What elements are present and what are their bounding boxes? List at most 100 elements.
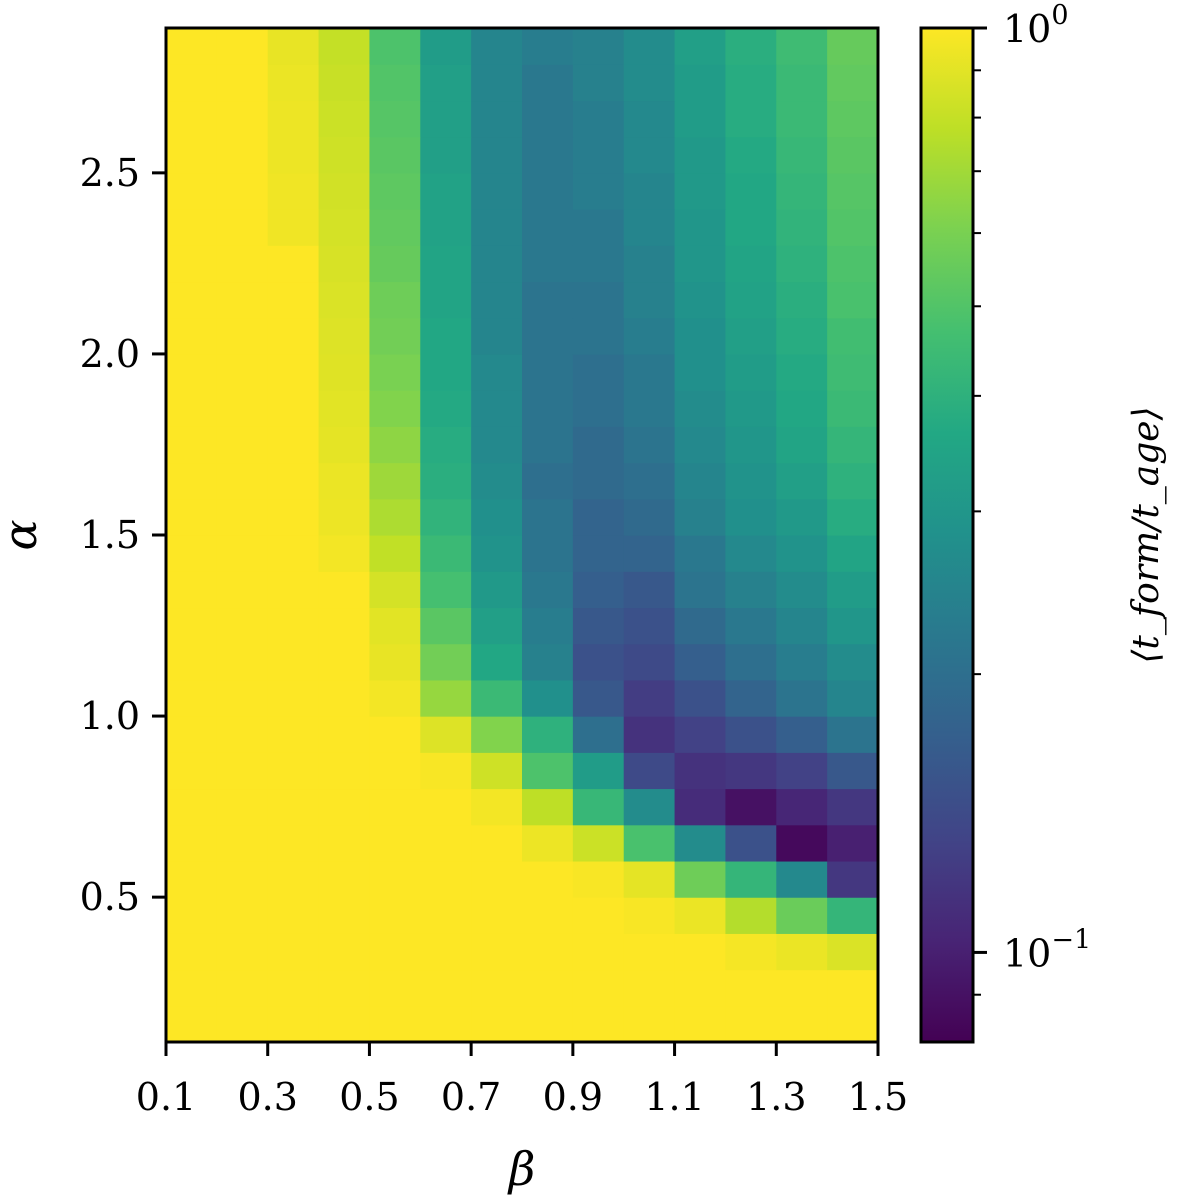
heatmap-cell [369, 498, 421, 536]
heatmap-cell [318, 462, 371, 500]
heatmap-cell [623, 281, 676, 319]
heatmap-cell [369, 462, 421, 500]
heatmap-cell [471, 462, 523, 500]
heatmap-cell [471, 752, 523, 790]
heatmap-cell [267, 281, 320, 319]
heatmap-cell [776, 136, 828, 174]
heatmap-cell [572, 64, 625, 102]
heatmap-cell [623, 535, 676, 572]
y-tick-label: 2.5 [80, 151, 140, 195]
heatmap-cell [572, 969, 625, 1007]
heatmap-cell [674, 788, 727, 826]
heatmap-cell [827, 679, 879, 717]
heatmap-cell [572, 136, 625, 174]
heatmap-cell [725, 426, 777, 464]
x-axis-title: β [507, 1142, 536, 1196]
heatmap-cell [471, 245, 523, 283]
x-tick-label: 0.7 [441, 1075, 501, 1119]
heatmap-cell [420, 390, 472, 427]
x-tick-label: 0.3 [237, 1075, 297, 1119]
heatmap-cell [623, 788, 676, 826]
heatmap-cell [623, 136, 676, 174]
heatmap-cell [522, 498, 574, 536]
heatmap-cell [216, 860, 269, 898]
heatmap-cell [166, 643, 218, 681]
heatmap-cell [725, 64, 777, 102]
heatmap-cell [471, 1005, 523, 1043]
heatmap-cell [420, 100, 472, 138]
heatmap-cell [166, 860, 218, 898]
heatmap-cell [725, 1005, 777, 1043]
heatmap-cell [267, 933, 320, 971]
heatmap-cell [166, 607, 218, 645]
heatmap-cell [471, 643, 523, 681]
heatmap-cell [369, 390, 421, 427]
heatmap-cell [725, 535, 777, 572]
heatmap-cell [522, 390, 574, 427]
heatmap-cell [572, 245, 625, 283]
heatmap-cell [827, 353, 879, 391]
heatmap-cell [776, 498, 828, 536]
heatmap-cell [572, 390, 625, 427]
heatmap-cell [776, 245, 828, 283]
heatmap-cell [267, 317, 320, 355]
heatmap-cell [776, 969, 828, 1007]
heatmap-cell [572, 317, 625, 355]
heatmap-cell [318, 535, 371, 572]
heatmap-cell [725, 679, 777, 717]
heatmap-cell [267, 353, 320, 391]
heatmap-cell [572, 788, 625, 826]
heatmap-cell [572, 571, 625, 609]
heatmap-cell [216, 136, 269, 174]
heatmap-cell [318, 933, 371, 971]
heatmap-cell [318, 172, 371, 210]
heatmap-cell [623, 390, 676, 427]
heatmap-cell [623, 100, 676, 138]
heatmap-cell [522, 897, 574, 934]
heatmap-cell [827, 716, 879, 753]
heatmap-cell [725, 860, 777, 898]
heatmap-cell [318, 209, 371, 246]
heatmap-cell [216, 172, 269, 210]
heatmap-cell [623, 933, 676, 971]
heatmap-cell [522, 426, 574, 464]
heatmap-cell [572, 1005, 625, 1043]
heatmap-cell [471, 209, 523, 246]
heatmap-cell [776, 716, 828, 753]
heatmap-cell [166, 969, 218, 1007]
heatmap-cell [827, 426, 879, 464]
heatmap-cell [369, 679, 421, 717]
heatmap-cell [522, 1005, 574, 1043]
heatmap-cell [522, 317, 574, 355]
heatmap-cell [267, 679, 320, 717]
heatmap-cell [725, 969, 777, 1007]
heatmap-cell [216, 535, 269, 572]
heatmap-cell [522, 788, 574, 826]
colorbar [919, 26, 975, 1044]
heatmap-cell [369, 643, 421, 681]
heatmap-cell [369, 172, 421, 210]
heatmap-cell [318, 788, 371, 826]
heatmap-cell [318, 824, 371, 862]
heatmap-cell [471, 64, 523, 102]
heatmap-cell [471, 136, 523, 174]
heatmap-cell [318, 353, 371, 391]
heatmap-cell [471, 390, 523, 427]
heatmap-cell [166, 788, 218, 826]
heatmap-cell [776, 426, 828, 464]
heatmap-cell [166, 172, 218, 210]
heatmap-cell [216, 317, 269, 355]
heatmap-cell [166, 245, 218, 283]
heatmap-cell [725, 607, 777, 645]
heatmap-cell [522, 172, 574, 210]
heatmap-cell [471, 716, 523, 753]
heatmap-cell [318, 897, 371, 934]
heatmap-cell [318, 716, 371, 753]
heatmap-cell [369, 933, 421, 971]
heatmap-cell [674, 390, 727, 427]
heatmap-cell [267, 752, 320, 790]
heatmap-cell [216, 969, 269, 1007]
heatmap-cell [572, 28, 625, 65]
heatmap-cell [725, 752, 777, 790]
